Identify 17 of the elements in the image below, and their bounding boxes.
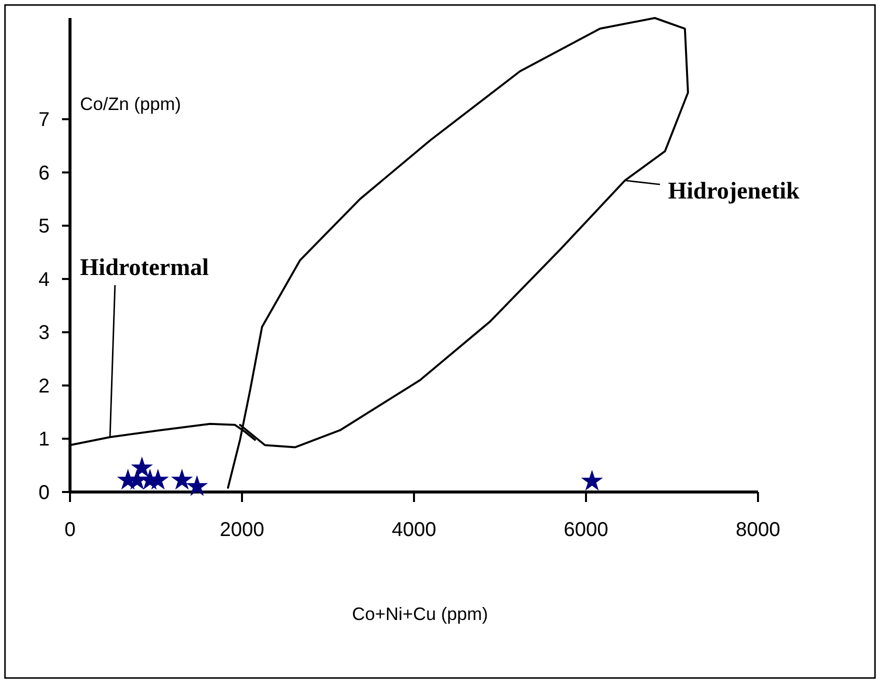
x-tick-label: 2000 <box>220 519 264 541</box>
x-tick-label: 4000 <box>392 519 436 541</box>
y-tick-label: 2 <box>38 375 50 398</box>
x-axis-title: Co+Ni+Cu (ppm) <box>352 604 488 624</box>
y-tick-label: 1 <box>38 428 50 451</box>
y-tick-label: 5 <box>38 216 50 238</box>
y-tick-label: 3 <box>38 322 50 344</box>
x-tick-label: 6000 <box>564 519 608 541</box>
annotation: Hidrotermal <box>80 255 210 282</box>
y-axis-title: Co/Zn (ppm) <box>80 94 182 114</box>
y-tick-label: 4 <box>38 268 50 291</box>
x-tick-label: 8000 <box>736 519 780 541</box>
y-tick-label: 7 <box>38 109 50 132</box>
y-tick-label: 0 <box>38 482 50 504</box>
annotation: Hidrojenetik <box>668 178 800 204</box>
y-tick-label: 6 <box>38 162 50 184</box>
x-tick-label: 0 <box>64 519 76 541</box>
